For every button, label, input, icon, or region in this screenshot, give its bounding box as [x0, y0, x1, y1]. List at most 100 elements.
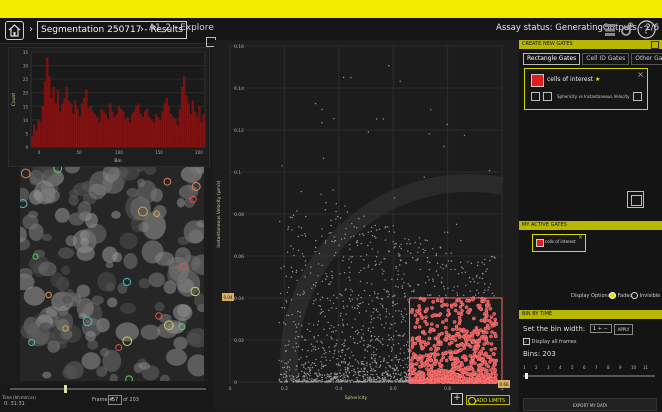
scatter-point	[361, 233, 364, 235]
scatter-point	[321, 346, 324, 349]
tracked-cell-marker[interactable]	[122, 336, 133, 347]
scatter-point	[315, 358, 317, 361]
apply-button[interactable]: APPLY	[614, 324, 633, 335]
edit-icon[interactable]	[531, 92, 540, 101]
gate-x-marker-box[interactable]	[498, 380, 510, 388]
scatter-point	[385, 381, 387, 383]
scatter-point	[346, 323, 349, 326]
scatter-point	[477, 292, 480, 294]
tracked-cell-marker[interactable]	[153, 210, 160, 217]
radio-icon[interactable]	[631, 292, 638, 299]
histogram-bar	[43, 81, 47, 148]
tracked-cell-marker[interactable]	[125, 375, 133, 381]
tracked-cell-marker[interactable]	[137, 206, 148, 217]
tracked-cell-marker[interactable]	[178, 323, 186, 331]
breadcrumb-segmentation[interactable]: Segmentation 250717 - Results	[37, 21, 187, 39]
collapse-icon[interactable]	[651, 41, 659, 49]
tracked-cell-marker[interactable]	[62, 325, 69, 332]
display-all-frames[interactable]: ✓ Display all frames	[523, 338, 577, 345]
bin-slider-track[interactable]	[523, 375, 655, 377]
gate-card[interactable]: cells of interest ★ × Sphericity vs Inst…	[524, 68, 648, 110]
close-icon[interactable]: ×	[577, 234, 583, 241]
gate-preview-button[interactable]	[627, 191, 644, 208]
tracked-cell-marker[interactable]	[189, 195, 197, 203]
gate-rectangle[interactable]	[409, 297, 503, 383]
tracked-cell-marker[interactable]	[122, 277, 132, 287]
scatter-point	[308, 323, 310, 325]
grid-icon[interactable]	[605, 22, 615, 40]
scatter-point	[343, 345, 345, 347]
export-data-button[interactable]: EXPORT MY DATA	[523, 398, 657, 411]
add-limits-button[interactable]: ADD LIMITS	[466, 395, 510, 405]
tracked-cell-marker[interactable]	[32, 253, 39, 260]
scatter-point	[417, 283, 419, 286]
scatter-point	[360, 255, 362, 257]
star-icon[interactable]: ★	[595, 76, 601, 83]
home-button[interactable]	[5, 21, 24, 40]
histogram-bar	[59, 111, 62, 148]
frame-input[interactable]: 57	[108, 395, 122, 405]
histogram-bar	[167, 106, 171, 148]
gear-icon[interactable]	[618, 22, 634, 40]
gate-name[interactable]: cells of interest ★	[547, 76, 601, 83]
breadcrumb-explore[interactable]: A1_2 - Explore	[149, 23, 214, 33]
cell-image-viewer[interactable]	[20, 167, 204, 381]
scatter-point	[380, 324, 383, 326]
tracked-cell-marker[interactable]	[155, 312, 163, 320]
scatter-point	[316, 381, 318, 383]
scatter-point	[372, 374, 374, 376]
timeline-handle[interactable]	[64, 385, 67, 393]
axis-icon[interactable]	[542, 92, 552, 101]
scatter-ytick: 0.02	[234, 338, 244, 344]
scatter-point	[334, 239, 336, 242]
help-icon[interactable]: ?	[637, 20, 656, 41]
tracked-cell-marker[interactable]	[179, 262, 188, 271]
gate-color-swatch[interactable]	[531, 74, 544, 87]
tracked-cell-marker[interactable]	[20, 168, 31, 179]
scatter-plot[interactable]: 0.16 0.14 0.12 0.1 0.08 0.06 0.04 0.02 0 0 0.2 0.4 0…	[214, 40, 518, 409]
scatter-point	[393, 335, 395, 337]
tracked-cell-marker[interactable]	[164, 320, 174, 331]
cell-blob	[84, 212, 98, 229]
cell-blob	[190, 167, 204, 175]
scatter-point	[427, 294, 429, 296]
checkbox-checked-icon[interactable]: ✓	[523, 338, 530, 345]
faded-option[interactable]: Faded	[609, 292, 633, 299]
save-icon[interactable]	[633, 92, 642, 101]
tracked-cell-marker[interactable]	[163, 177, 172, 186]
bin-slider-handle[interactable]	[525, 373, 528, 379]
scatter-point	[358, 370, 361, 373]
histogram-bar	[117, 106, 121, 148]
tracked-cell-marker[interactable]	[45, 291, 52, 299]
bin-width-input[interactable]: 1 + −	[590, 324, 612, 333]
timeline-track[interactable]	[10, 388, 206, 390]
scatter-point	[378, 381, 381, 383]
close-icon[interactable]: ×	[637, 70, 644, 79]
tracked-cell-marker[interactable]	[28, 339, 36, 346]
radio-selected-icon[interactable]	[609, 292, 616, 299]
gate-y-marker-box[interactable]	[222, 293, 234, 301]
scatter-point	[388, 338, 391, 341]
tracked-cell-marker[interactable]	[20, 199, 28, 209]
histogram-xtick: 150	[155, 150, 163, 155]
tracked-cell-marker[interactable]	[53, 167, 63, 173]
gated-point	[430, 306, 434, 310]
tracked-cell-marker[interactable]	[191, 181, 201, 191]
gated-point	[472, 316, 476, 321]
frame-label: Frame #	[92, 397, 114, 403]
tracked-cell-marker[interactable]	[190, 286, 200, 297]
active-gate-chip[interactable]: cells of interest ×	[532, 234, 586, 252]
tab-rectangle-gates[interactable]: Rectangle Gates	[523, 53, 581, 65]
tab-other-gates[interactable]: Other Gates	[631, 53, 662, 65]
tab-cell-id-gates[interactable]: Cell ID Gates	[582, 53, 630, 65]
invisible-option[interactable]: Invisible	[631, 292, 660, 299]
tracked-cell-marker[interactable]	[82, 316, 93, 327]
scatter-point	[318, 304, 320, 307]
scatter-point	[382, 360, 385, 363]
bin-width-label: Set the bin width:	[523, 325, 586, 333]
zoom-in-button[interactable]: +	[451, 393, 463, 405]
scatter-point	[450, 268, 452, 271]
scatter-point	[372, 368, 375, 370]
tracked-cell-marker[interactable]	[115, 344, 123, 352]
scatter-point	[372, 355, 375, 357]
